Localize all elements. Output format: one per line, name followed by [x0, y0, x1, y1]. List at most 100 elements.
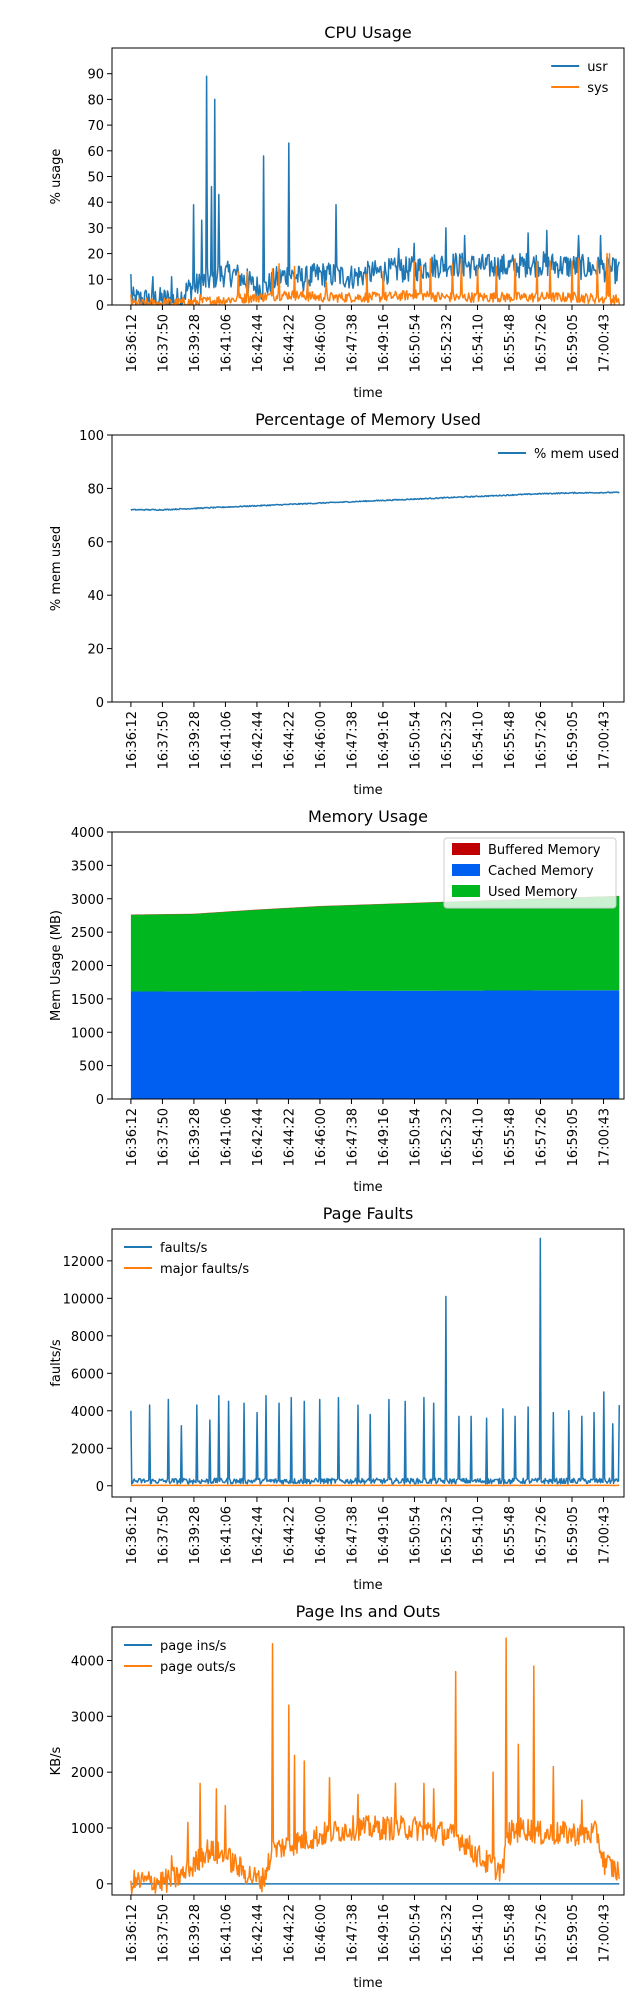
y-tick-label: 3000 — [71, 893, 104, 908]
chart-title: Memory Usage — [308, 807, 428, 826]
x-tick-label: 16:47:38 — [345, 1108, 360, 1166]
legend: % mem used — [498, 447, 619, 462]
y-tick-label: 60 — [87, 536, 104, 551]
x-tick-label: 16:59:05 — [566, 314, 581, 372]
x-tick-label: 16:50:54 — [408, 314, 423, 372]
legend-label: % mem used — [534, 447, 619, 462]
y-tick-label: 0 — [96, 299, 104, 314]
y-tick-label: 8000 — [71, 1330, 104, 1345]
x-axis-label: time — [353, 1976, 382, 1991]
y-tick-label: 2000 — [71, 1442, 104, 1457]
y-axis-label: KB/s — [49, 1746, 64, 1775]
y-axis-label: % mem used — [49, 526, 64, 611]
x-tick-label: 16:52:32 — [440, 711, 455, 769]
x-tick-label: 16:50:54 — [408, 1108, 423, 1166]
y-axis: 0 1000 2000 3000 4000 — [71, 1655, 112, 1893]
legend-box — [443, 837, 617, 909]
y-tick-label: 0 — [96, 1878, 104, 1893]
y-tick-label: 50 — [87, 171, 104, 186]
legend-swatch — [452, 864, 480, 876]
legend-swatch — [452, 843, 480, 855]
x-tick-label: 16:44:22 — [282, 1904, 297, 1962]
legend-label: usr — [587, 60, 608, 75]
x-tick-label: 16:41:06 — [219, 1904, 234, 1962]
x-tick-label: 16:49:16 — [377, 711, 392, 769]
x-axis-label: time — [353, 783, 382, 798]
x-tick-label: 16:36:12 — [125, 1108, 140, 1166]
x-tick-label: 16:37:50 — [156, 1904, 171, 1962]
legend: faults/s major faults/s — [124, 1241, 249, 1277]
y-tick-label: 12000 — [63, 1255, 104, 1270]
y-tick-label: 0 — [96, 696, 104, 711]
x-tick-label: 16:52:32 — [440, 314, 455, 372]
x-tick-label: 16:41:06 — [219, 314, 234, 372]
chart-title: Page Ins and Outs — [296, 1602, 441, 1621]
y-tick-label: 30 — [87, 222, 104, 237]
y-tick-label: 0 — [96, 1480, 104, 1495]
x-tick-label: 16:54:10 — [471, 1904, 486, 1962]
x-tick-label: 16:39:28 — [188, 1506, 203, 1564]
legend-label: Buffered Memory — [488, 843, 601, 858]
y-tick-label: 20 — [87, 643, 104, 658]
x-tick-label: 16:44:22 — [282, 1506, 297, 1564]
x-tick-label: 16:36:12 — [125, 711, 140, 769]
series-line-page-outs-s — [130, 1637, 621, 1895]
y-tick-label: 80 — [87, 93, 104, 108]
plot-frame — [111, 1228, 625, 1498]
y-tick-label: 20 — [87, 248, 104, 263]
legend-swatch — [452, 885, 480, 897]
x-tick-label: 17:00:43 — [598, 1904, 613, 1962]
series-line-usr — [130, 75, 620, 305]
x-tick-label: 16:39:28 — [188, 1904, 203, 1962]
y-tick-label: 90 — [87, 68, 104, 83]
x-tick-label: 16:41:06 — [219, 1506, 234, 1564]
x-tick-label: 16:44:22 — [282, 711, 297, 769]
y-tick-label: 6000 — [71, 1367, 104, 1382]
x-tick-label: 16:59:05 — [566, 1108, 581, 1166]
series-line-faults-s — [130, 1237, 621, 1485]
x-axis: 16:36:12 16:37:50 16:39:28 16:41:06 16:42:44… — [125, 1895, 613, 1962]
y-tick-label: 10 — [87, 273, 104, 288]
chart-title: Percentage of Memory Used — [255, 410, 481, 429]
y-tick-label: 500 — [79, 1060, 104, 1075]
series-line-sys — [130, 252, 621, 305]
y-axis: 0 10 20 30 40 50 60 70 80 90 — [87, 68, 112, 314]
x-tick-label: 16:52:32 — [440, 1108, 455, 1166]
x-tick-label: 16:50:54 — [408, 1904, 423, 1962]
x-tick-label: 16:52:32 — [440, 1904, 455, 1962]
x-axis: 16:36:12 16:37:50 16:39:28 16:41:06 16:42:44… — [125, 1497, 613, 1564]
series-line--mem-used — [130, 491, 620, 512]
x-tick-label: 16:57:26 — [535, 1506, 550, 1564]
y-tick-label: 2000 — [71, 1766, 104, 1781]
y-tick-label: 40 — [87, 589, 104, 604]
x-axis: 16:36:12 16:37:50 16:39:28 16:41:06 16:42:44… — [125, 305, 613, 372]
legend-label: Used Memory — [488, 885, 578, 900]
x-tick-label: 16:36:12 — [125, 314, 140, 372]
y-axis-label: faults/s — [49, 1339, 64, 1387]
chart-4: Page Faults 0 2000 4000 6000 8000 10000 12000 fa… — [49, 1204, 625, 1593]
x-tick-label: 16:46:00 — [314, 1904, 329, 1962]
x-tick-label: 16:39:28 — [188, 314, 203, 372]
x-tick-label: 16:55:48 — [503, 1904, 518, 1962]
y-tick-label: 1000 — [71, 1026, 104, 1041]
legend-label: page outs/s — [160, 1660, 236, 1675]
y-tick-label: 2500 — [71, 926, 104, 941]
plot-area — [130, 491, 620, 512]
y-tick-label: 70 — [87, 119, 104, 134]
x-tick-label: 16:39:28 — [188, 711, 203, 769]
plot-frame — [111, 1626, 625, 1896]
x-tick-label: 16:44:22 — [282, 1108, 297, 1166]
plot-area — [130, 1237, 621, 1487]
x-tick-label: 16:55:48 — [503, 1108, 518, 1166]
x-tick-label: 16:47:38 — [345, 314, 360, 372]
y-tick-label: 2000 — [71, 960, 104, 975]
x-tick-label: 16:36:12 — [125, 1904, 140, 1962]
x-tick-label: 16:57:26 — [535, 711, 550, 769]
x-tick-label: 16:41:06 — [219, 1108, 234, 1166]
area-cached-memory — [130, 990, 620, 1099]
x-tick-label: 16:42:44 — [251, 711, 266, 769]
plot-frame — [111, 434, 625, 703]
x-tick-label: 16:54:10 — [471, 1108, 486, 1166]
legend-label: page ins/s — [160, 1639, 227, 1654]
x-tick-label: 16:59:05 — [566, 711, 581, 769]
